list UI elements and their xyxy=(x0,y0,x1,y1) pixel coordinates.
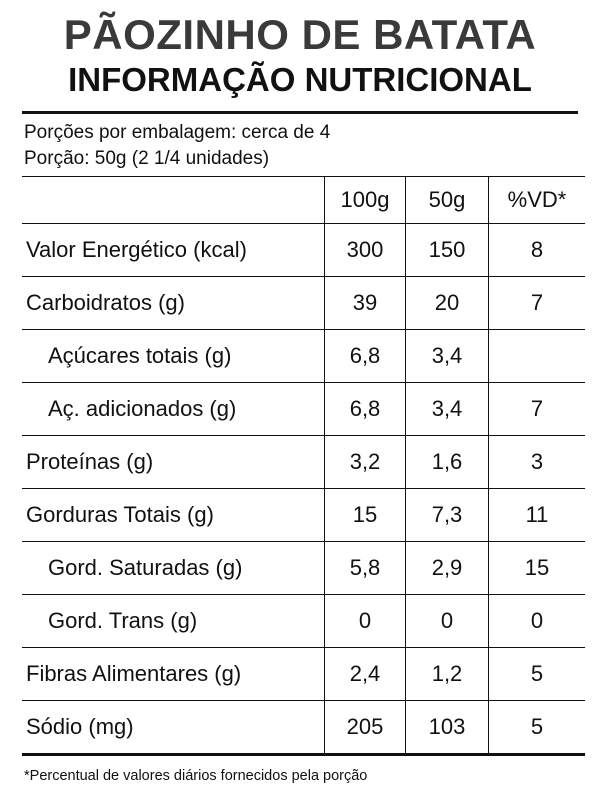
value-50g: 1,2 xyxy=(405,647,489,701)
table-row: Gorduras Totais (g) 15 7,3 11 xyxy=(22,488,585,542)
value-vd: 0 xyxy=(488,594,585,648)
value-vd: 11 xyxy=(488,488,585,542)
value-100g: 300 xyxy=(324,223,406,277)
header-vd: %VD* xyxy=(488,176,585,224)
table-row: Carboidratos (g) 39 20 7 xyxy=(22,276,585,330)
nutrient-name: Sódio (mg) xyxy=(22,700,325,756)
value-vd xyxy=(488,329,585,383)
serving-info: Porções por embalagem: cerca de 4 Porção… xyxy=(22,114,578,176)
footnote: *Percentual de valores diários fornecido… xyxy=(24,768,368,784)
value-50g: 103 xyxy=(405,700,489,756)
nutrition-label: PÃOZINHO DE BATATA INFORMAÇÃO NUTRICIONA… xyxy=(22,11,585,786)
table-header-row: 100g 50g %VD* xyxy=(22,176,585,224)
table-row: Gord. Trans (g) 0 0 0 xyxy=(22,594,585,648)
nutrient-name: Gorduras Totais (g) xyxy=(22,488,325,542)
value-50g: 150 xyxy=(405,223,489,277)
label-subtitle: INFORMAÇÃO NUTRICIONAL xyxy=(68,61,532,98)
header-100g: 100g xyxy=(324,176,406,224)
value-50g: 3,4 xyxy=(405,382,489,436)
table-row: Aç. adicionados (g) 6,8 3,4 7 xyxy=(22,382,585,436)
value-vd: 5 xyxy=(488,700,585,756)
header-empty-cell xyxy=(22,176,325,224)
portion-size: Porção: 50g (2 1/4 unidades) xyxy=(24,148,270,169)
nutrient-name: Açúcares totais (g) xyxy=(22,329,325,383)
top-divider xyxy=(22,111,578,114)
nutrient-name: Carboidratos (g) xyxy=(22,276,325,330)
value-vd: 3 xyxy=(488,435,585,489)
value-vd: 7 xyxy=(488,382,585,436)
nutrient-name: Gord. Trans (g) xyxy=(22,594,325,648)
product-title: PÃOZINHO DE BATATA xyxy=(63,11,537,58)
nutrition-table: 100g 50g %VD* Valor Energético (kcal) 30… xyxy=(22,176,585,756)
nutrient-name: Valor Energético (kcal) xyxy=(22,223,325,277)
table-row: Valor Energético (kcal) 300 150 8 xyxy=(22,223,585,277)
value-100g: 5,8 xyxy=(324,541,406,595)
value-100g: 6,8 xyxy=(324,329,406,383)
value-100g: 205 xyxy=(324,700,406,756)
value-100g: 15 xyxy=(324,488,406,542)
table-row: Gord. Saturadas (g) 5,8 2,9 15 xyxy=(22,541,585,595)
nutrient-name: Fibras Alimentares (g) xyxy=(22,647,325,701)
value-vd: 5 xyxy=(488,647,585,701)
value-100g: 2,4 xyxy=(324,647,406,701)
nutrient-name: Gord. Saturadas (g) xyxy=(22,541,325,595)
value-50g: 3,4 xyxy=(405,329,489,383)
table-row: Fibras Alimentares (g) 2,4 1,2 5 xyxy=(22,647,585,701)
value-100g: 39 xyxy=(324,276,406,330)
table-row: Açúcares totais (g) 6,8 3,4 xyxy=(22,329,585,383)
value-50g: 20 xyxy=(405,276,489,330)
nutrient-name: Aç. adicionados (g) xyxy=(22,382,325,436)
table-row: Sódio (mg) 205 103 5 xyxy=(22,700,585,756)
servings-per-package: Porções por embalagem: cerca de 4 xyxy=(24,122,331,143)
value-50g: 2,9 xyxy=(405,541,489,595)
value-100g: 6,8 xyxy=(324,382,406,436)
value-50g: 1,6 xyxy=(405,435,489,489)
nutrient-name: Proteínas (g) xyxy=(22,435,325,489)
table-row: Proteínas (g) 3,2 1,6 3 xyxy=(22,435,585,489)
value-vd: 8 xyxy=(488,223,585,277)
value-100g: 0 xyxy=(324,594,406,648)
value-vd: 15 xyxy=(488,541,585,595)
value-100g: 3,2 xyxy=(324,435,406,489)
value-vd: 7 xyxy=(488,276,585,330)
header-50g: 50g xyxy=(405,176,489,224)
value-50g: 7,3 xyxy=(405,488,489,542)
value-50g: 0 xyxy=(405,594,489,648)
